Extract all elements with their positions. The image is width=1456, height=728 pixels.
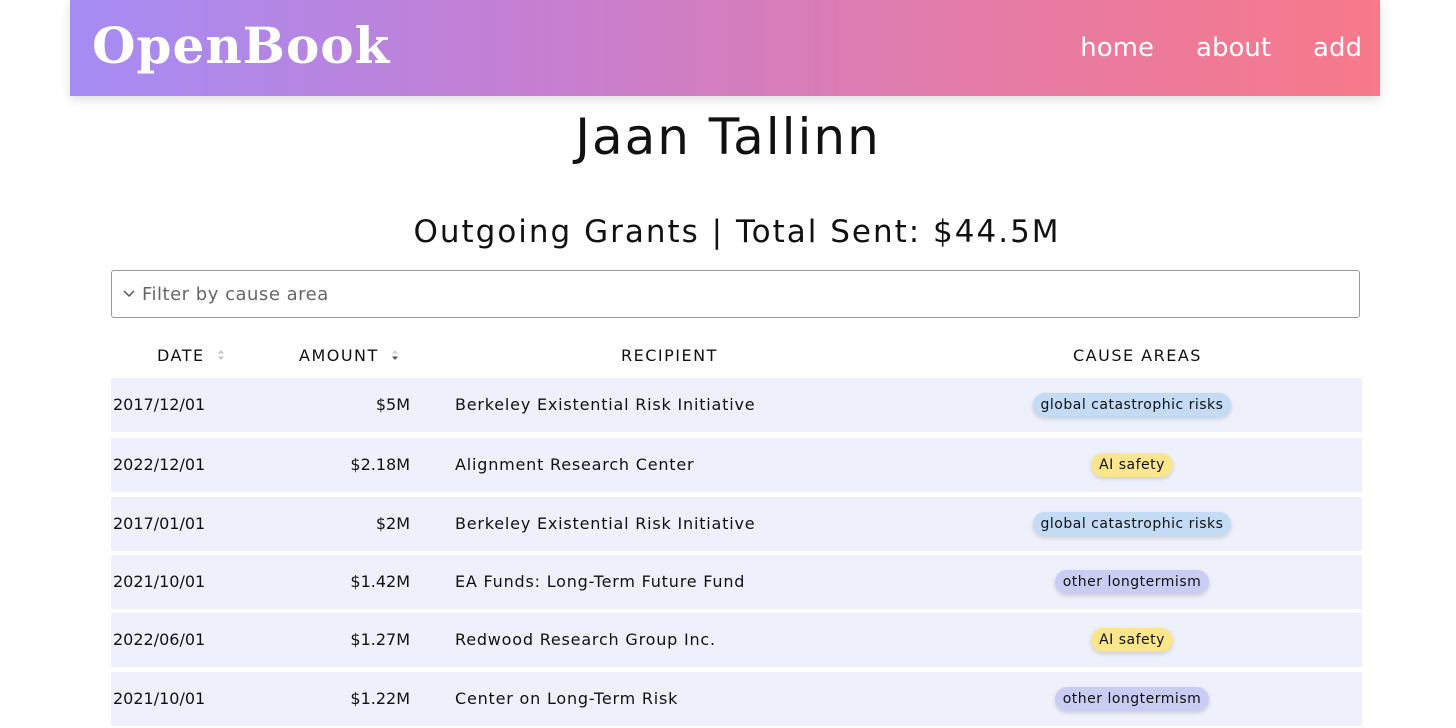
grant-amount: $2M (375, 514, 410, 533)
chevron-down-icon[interactable] (122, 286, 136, 300)
cause-area-tag[interactable]: global catastrophic risks (1032, 393, 1232, 417)
nav-links: home about add (1080, 28, 1362, 68)
grant-recipient[interactable]: Redwood Research Group Inc. (455, 630, 716, 649)
sort-icon[interactable] (217, 349, 225, 361)
date-header-label: DATE (157, 346, 205, 365)
grants-table-header: DATE AMOUNT RECIPIENT CAUSE AREAS (111, 338, 1362, 374)
grants-section-title: Outgoing Grants | Total Sent: $44.5M (413, 214, 1061, 250)
cause-areas-column-header: CAUSE AREAS (1073, 338, 1202, 374)
cause-area-filter[interactable] (111, 270, 1360, 318)
page-title: Jaan Tallinn (575, 108, 881, 166)
grant-amount: $2.18M (350, 455, 410, 474)
table-row: 2021/10/01 $1.42M EA Funds: Long-Term Fu… (111, 555, 1362, 609)
nav-link-add[interactable]: add (1313, 33, 1362, 63)
amount-header-label: AMOUNT (299, 346, 379, 365)
grant-recipient[interactable]: EA Funds: Long-Term Future Fund (455, 572, 746, 591)
table-row: 2021/10/01 $1.22M Center on Long-Term Ri… (111, 672, 1362, 726)
grant-amount: $1.27M (350, 630, 410, 649)
cause-area-tag[interactable]: global catastrophic risks (1032, 512, 1232, 536)
grant-date: 2022/06/01 (113, 630, 206, 649)
recipient-header-label: RECIPIENT (621, 346, 718, 365)
openbook-logo[interactable]: OpenBook (92, 16, 391, 75)
grant-amount: $1.22M (350, 689, 410, 708)
grant-date: 2017/01/01 (113, 514, 206, 533)
grant-date: 2021/10/01 (113, 572, 206, 591)
grant-date: 2021/10/01 (113, 689, 206, 708)
cause-area-filter-input[interactable] (142, 271, 1342, 317)
nav-link-home[interactable]: home (1080, 33, 1155, 63)
grant-recipient[interactable]: Berkeley Existential Risk Initiative (455, 514, 756, 533)
grant-recipient[interactable]: Berkeley Existential Risk Initiative (455, 395, 756, 414)
table-row: 2022/12/01 $2.18M Alignment Research Cen… (111, 438, 1362, 492)
table-row: 2017/01/01 $2M Berkeley Existential Risk… (111, 497, 1362, 551)
sort-desc-icon[interactable] (391, 349, 399, 361)
recipient-column-header: RECIPIENT (621, 338, 718, 374)
top-navbar: OpenBook home about add (70, 0, 1380, 96)
grant-recipient[interactable]: Center on Long-Term Risk (455, 689, 679, 708)
grant-date: 2017/12/01 (113, 395, 206, 414)
grant-recipient[interactable]: Alignment Research Center (455, 455, 695, 474)
amount-column-header[interactable]: AMOUNT (299, 338, 399, 374)
nav-link-about[interactable]: about (1196, 33, 1272, 63)
cause-area-tag[interactable]: AI safety (1091, 628, 1173, 652)
grant-amount: $1.42M (350, 572, 410, 591)
cause-area-tag[interactable]: other longtermism (1054, 570, 1210, 594)
grant-date: 2022/12/01 (113, 455, 206, 474)
cause-areas-header-label: CAUSE AREAS (1073, 346, 1202, 365)
table-row: 2022/06/01 $1.27M Redwood Research Group… (111, 613, 1362, 667)
cause-area-tag[interactable]: other longtermism (1054, 687, 1210, 711)
cause-area-tag[interactable]: AI safety (1091, 453, 1173, 477)
table-row: 2017/12/01 $5M Berkeley Existential Risk… (111, 378, 1362, 432)
date-column-header[interactable]: DATE (157, 338, 225, 374)
grant-amount: $5M (375, 395, 410, 414)
